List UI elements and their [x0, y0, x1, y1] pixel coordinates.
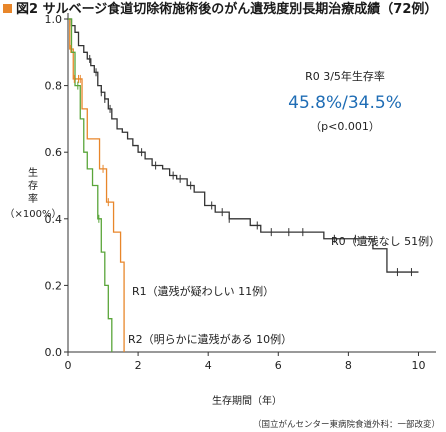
- series-line-1: [68, 18, 125, 352]
- y-axis-label: 生 存 率 （×100%）: [5, 166, 62, 220]
- legend-r2: R2（明らかに遺残がある 10例）: [128, 332, 292, 346]
- y-tick-label: 0.4: [45, 213, 63, 226]
- x-axis-label: 生存期間（年）: [212, 394, 282, 407]
- annotation-pvalue: （p<0.001）: [310, 120, 380, 133]
- x-tick-label: 0: [65, 359, 72, 372]
- x-tick-label: 2: [135, 359, 142, 372]
- y-tick-label: 1.0: [45, 13, 63, 26]
- annotation-value: 45.8%/34.5%: [288, 93, 402, 113]
- source-note: （国立がんセンター東病院食道外科：一部改変）: [253, 419, 440, 430]
- x-tick-label: 8: [345, 359, 352, 372]
- axes: [67, 13, 436, 353]
- svg-text:生: 生: [28, 166, 38, 179]
- legend-r1: R1（遺残が疑わしい 11例）: [132, 284, 274, 298]
- y-tick-label: 0.2: [45, 279, 63, 292]
- title-marker: [3, 4, 12, 13]
- svg-text:（×100%）: （×100%）: [5, 208, 62, 220]
- x-tick-label: 6: [275, 359, 282, 372]
- y-tick-label: 0.0: [45, 346, 63, 359]
- censor-marks: [70, 44, 412, 277]
- svg-text:率: 率: [28, 192, 38, 205]
- annotation-title: R0 3/5年生存率: [305, 69, 385, 83]
- svg-text:存: 存: [28, 179, 38, 192]
- series-lines: [68, 18, 419, 352]
- series-line-2: [68, 18, 113, 352]
- y-tick-label: 0.8: [45, 80, 63, 93]
- x-tick-label: 10: [411, 359, 425, 372]
- legend-r0: R0（遺残なし 51例）: [331, 234, 440, 248]
- figure-title: 図2 サルベージ食道切除術施術後のがん遺残度別長期治療成績（72例）: [16, 1, 437, 17]
- y-tick-label: 0.6: [45, 146, 63, 159]
- tick-labels: 0.0 0.2 0.4 0.6 0.8 1.0 0 2 4 6 8 10: [45, 13, 426, 372]
- x-tick-label: 4: [205, 359, 212, 372]
